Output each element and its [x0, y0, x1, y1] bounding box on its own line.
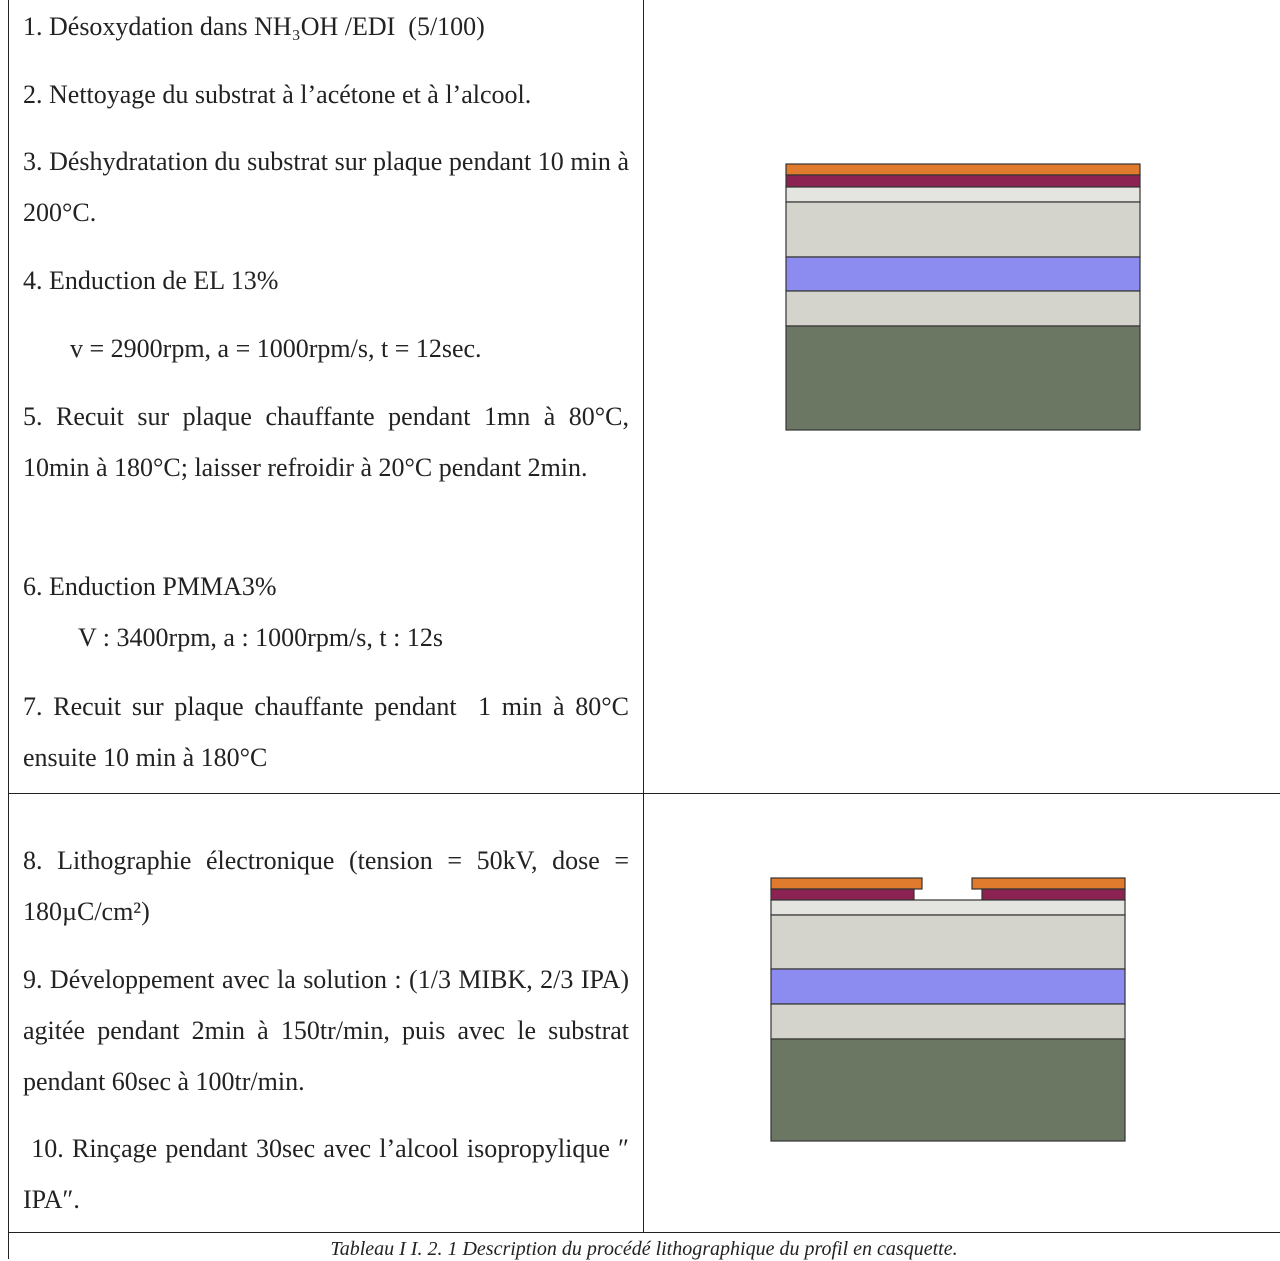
column-divider	[643, 0, 644, 1233]
layer	[971, 877, 1126, 890]
layer	[785, 256, 1141, 292]
step: 4. Enduction de EL 13%	[23, 266, 279, 295]
layer	[785, 201, 1141, 258]
layer	[785, 325, 1141, 431]
step-detail: V : 3400rpm, a : 1000rpm/s, t : 12s	[78, 623, 443, 652]
step: 1. Désoxydation dans NH₃OH /EDI (5/100)	[23, 12, 485, 41]
layer	[770, 1003, 1126, 1040]
layer	[785, 174, 1141, 188]
layer	[770, 914, 1126, 970]
step: 8. Lithographie électronique (tension = …	[23, 846, 636, 926]
layer	[770, 899, 1126, 916]
stack-before	[785, 163, 1141, 431]
table-frame	[8, 0, 1280, 1259]
step: 2. Nettoyage du substrat à l’acétone et …	[23, 80, 532, 109]
stack-after	[770, 877, 1126, 1142]
step-detail: v = 2900rpm, a = 1000rpm/s, t = 12sec.	[70, 334, 482, 363]
layer	[785, 186, 1141, 203]
step: 10. Rinçage pendant 30sec avec l’alcool …	[23, 1134, 636, 1214]
step: 3. Déshydratation du substrat sur plaque…	[23, 147, 636, 227]
step: 5. Recuit sur plaque chauffante pendant …	[23, 402, 636, 482]
step: 6. Enduction PMMA3%	[23, 572, 277, 601]
row-divider	[8, 793, 1280, 794]
layer	[785, 163, 1141, 176]
layer	[770, 888, 915, 901]
step: 7. Recuit sur plaque chauffante pendant …	[23, 692, 636, 772]
layer	[981, 888, 1126, 901]
layer	[770, 968, 1126, 1005]
layer	[770, 1038, 1126, 1142]
layer	[770, 877, 923, 890]
layer	[785, 290, 1141, 327]
row-divider	[8, 1232, 1280, 1233]
step: 9. Développement avec la solution : (1/3…	[23, 965, 636, 1096]
caption: Tableau I I. 2. 1 Description du procédé…	[330, 1238, 958, 1260]
